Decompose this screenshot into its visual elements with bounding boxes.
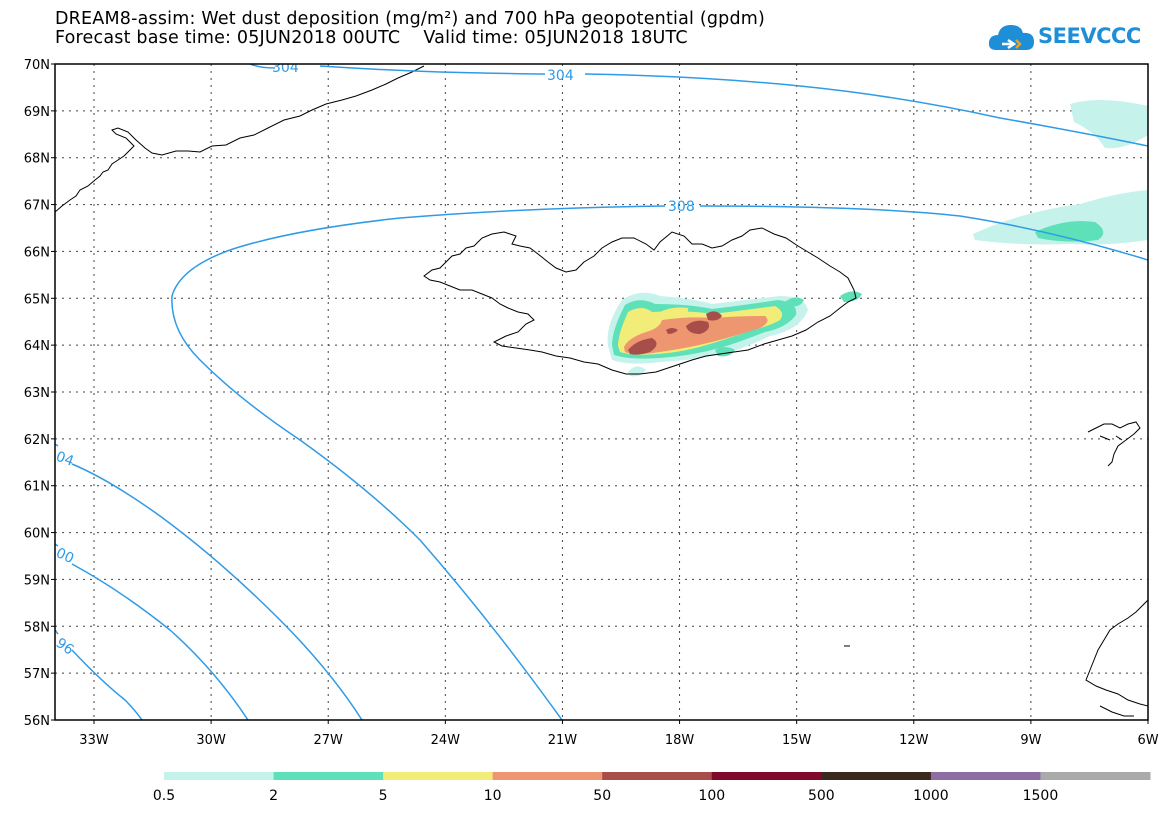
colorbar-swatch xyxy=(821,772,932,780)
lon-tick-label: 6W xyxy=(1137,733,1158,748)
coast-scotland xyxy=(1085,599,1148,717)
dust-iceland-lv5a xyxy=(628,338,657,355)
contour-label: 304 xyxy=(547,68,574,84)
logo-text: SEEVCCC xyxy=(1038,24,1141,48)
coast-iceland xyxy=(423,227,857,375)
contour-304-top xyxy=(249,64,1148,147)
lat-tick-label: 70N xyxy=(24,58,50,73)
dust-iceland-east-far xyxy=(840,291,862,302)
dust-iceland-lv1b xyxy=(628,366,646,377)
lon-tick-label: 33W xyxy=(79,733,109,748)
lat-tick-label: 69N xyxy=(24,105,50,120)
dust-iceland-yellow-spot xyxy=(660,307,689,317)
longitude-axis: 33W 30W 27W 24W 21W 18W 15W 12W 9W 6W xyxy=(79,720,1159,748)
lon-tick-label: 18W xyxy=(665,733,695,748)
lon-tick-label: 30W xyxy=(196,733,226,748)
colorbar-label: 1000 xyxy=(913,788,949,804)
colorbar-label: 1500 xyxy=(1023,788,1059,804)
colorbar-label: 100 xyxy=(698,788,725,804)
cloud-logo-icon xyxy=(988,25,1034,50)
dust-deposition-field xyxy=(607,99,1148,377)
lat-tick-label: 63N xyxy=(24,386,50,401)
colorbar-swatch xyxy=(602,772,713,780)
dust-iceland-lv4 xyxy=(624,316,768,354)
colorbar-label: 0.5 xyxy=(153,788,175,804)
coastlines xyxy=(55,65,1148,717)
lat-tick-label: 57N xyxy=(24,667,50,682)
colorbar-label: 5 xyxy=(379,788,388,804)
colorbar: 0.5 2 5 10 50 100 500 1000 1500 xyxy=(153,772,1151,804)
colorbar-swatch xyxy=(492,772,603,780)
lon-tick-label: 15W xyxy=(782,733,812,748)
chart-subtitle: Forecast base time: 05JUN2018 00UTC Vali… xyxy=(55,28,688,48)
coast-greenland xyxy=(55,65,425,213)
graticule xyxy=(55,64,1148,720)
contour-label: 00 xyxy=(53,545,76,567)
coast-faroe xyxy=(1087,421,1141,467)
colorbar-label: 50 xyxy=(593,788,611,804)
contour-label: 308 xyxy=(668,199,695,215)
dust-iceland-lv5c xyxy=(706,311,722,321)
lon-tick-label: 27W xyxy=(314,733,344,748)
lat-tick-label: 68N xyxy=(24,152,50,167)
dust-patch-ne-mid xyxy=(973,190,1148,245)
contour-label: 04 xyxy=(54,449,76,470)
lon-tick-label: 21W xyxy=(548,733,578,748)
lat-tick-label: 65N xyxy=(24,292,50,307)
colorbar-swatch xyxy=(383,772,494,780)
contour-296 xyxy=(71,649,143,720)
lon-tick-label: 12W xyxy=(899,733,929,748)
contour-label: 304 xyxy=(272,60,299,76)
lat-tick-label: 61N xyxy=(24,480,50,495)
lat-tick-label: 67N xyxy=(24,199,50,214)
lat-tick-label: 66N xyxy=(24,245,50,260)
lat-tick-label: 62N xyxy=(24,433,50,448)
lat-tick-label: 58N xyxy=(24,620,50,635)
contour-304-bl xyxy=(71,463,363,720)
chart-title: DREAM8-assim: Wet dust deposition (mg/m²… xyxy=(55,9,766,29)
contour-308 xyxy=(171,205,1148,720)
dust-patch-ne-top xyxy=(1070,99,1148,149)
lat-tick-label: 60N xyxy=(24,527,50,542)
colorbar-swatch xyxy=(1040,772,1151,780)
colorbar-swatch xyxy=(711,772,822,780)
colorbar-swatch xyxy=(930,772,1041,780)
geopotential-contours xyxy=(55,64,1148,720)
latitude-axis: 70N 69N 68N 67N 66N 65N 64N 63N 62N 61N 60N 59N 58N 5… xyxy=(24,58,55,729)
dust-iceland-lv5b xyxy=(686,320,709,334)
colorbar-swatch xyxy=(273,772,384,780)
dust-iceland-east xyxy=(785,297,804,307)
contour-labels: 304 304 308 04 00 96 xyxy=(53,60,695,659)
lon-tick-label: 24W xyxy=(431,733,461,748)
colorbar-swatch xyxy=(164,772,275,780)
colorbar-label: 2 xyxy=(269,788,278,804)
lon-tick-label: 9W xyxy=(1020,733,1041,748)
dust-patch-ne-mid-core xyxy=(1035,221,1104,242)
dust-iceland-lv5d xyxy=(666,328,678,334)
lat-tick-label: 56N xyxy=(24,714,50,729)
contour-300 xyxy=(71,563,249,720)
lat-tick-label: 64N xyxy=(24,339,50,354)
lat-tick-label: 59N xyxy=(24,573,50,588)
seevccc-logo: SEEVCCC xyxy=(988,18,1141,58)
contour-label: 96 xyxy=(53,635,77,658)
colorbar-label: 10 xyxy=(484,788,502,804)
colorbar-label: 500 xyxy=(808,788,835,804)
